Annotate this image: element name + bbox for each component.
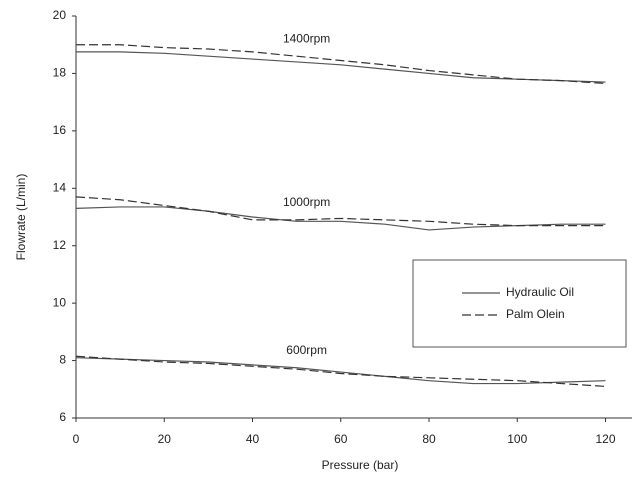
x-tick-label: 100 bbox=[507, 432, 527, 446]
y-tick-label: 10 bbox=[53, 295, 67, 309]
y-tick-label: 12 bbox=[53, 238, 67, 252]
curve-label: 1400rpm bbox=[283, 31, 330, 45]
y-tick-label: 16 bbox=[53, 123, 67, 137]
y-tick-label: 8 bbox=[59, 353, 66, 367]
data-line bbox=[76, 44, 606, 85]
curve-label: 600rpm bbox=[286, 343, 327, 357]
x-tick-label: 40 bbox=[246, 432, 260, 446]
x-axis-title: Pressure (bar) bbox=[322, 458, 399, 472]
x-tick-label: 80 bbox=[422, 432, 436, 446]
data-line bbox=[75, 196, 606, 227]
y-tick-label: 18 bbox=[53, 66, 67, 80]
curve-label: 1000rpm bbox=[283, 195, 330, 209]
y-tick-label: 14 bbox=[53, 180, 67, 194]
data-line bbox=[75, 357, 606, 385]
legend-box bbox=[412, 259, 627, 348]
data-line bbox=[75, 355, 606, 388]
y-tick-label: 6 bbox=[59, 410, 66, 424]
y-tick-label: 20 bbox=[53, 8, 67, 22]
data-line bbox=[76, 51, 606, 83]
x-tick-label: 20 bbox=[158, 432, 172, 446]
x-tick-label: 120 bbox=[596, 432, 616, 446]
x-tick-label: 0 bbox=[73, 432, 80, 446]
y-axis-title: Flowrate (L/min) bbox=[14, 174, 28, 261]
x-tick-label: 60 bbox=[334, 432, 348, 446]
legend-label: Hydraulic Oil bbox=[506, 285, 574, 299]
legend-label: Palm Olein bbox=[506, 307, 565, 321]
